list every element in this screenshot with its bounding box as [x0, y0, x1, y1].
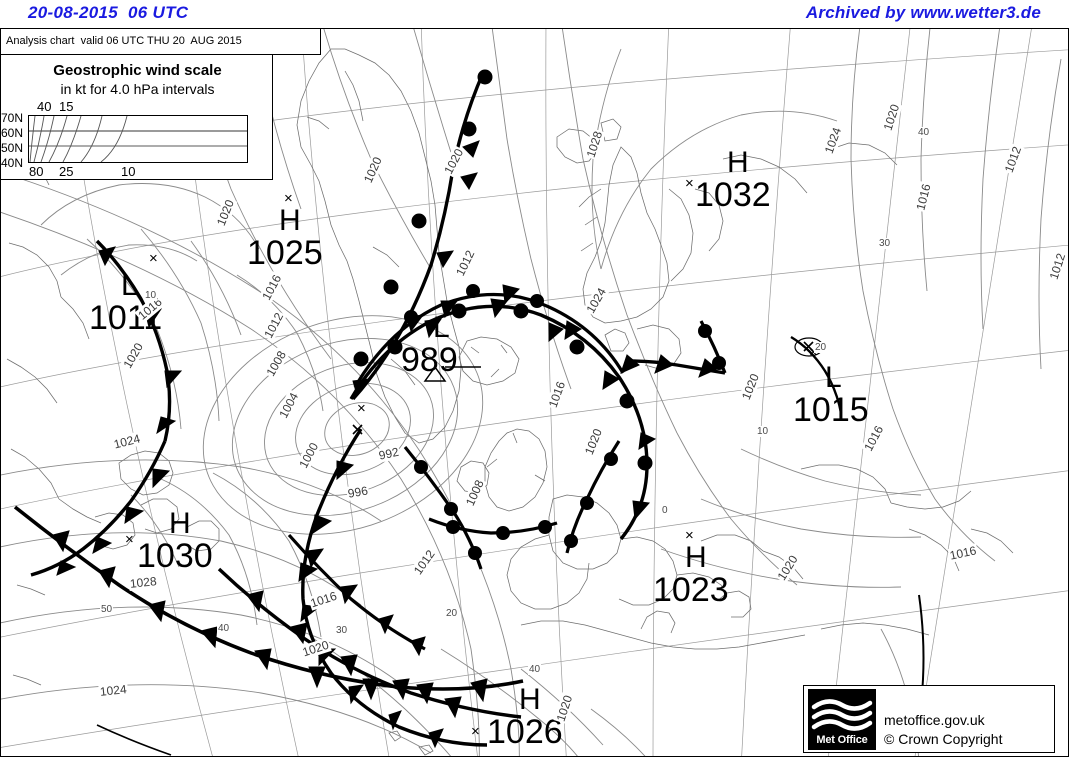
pressure-centre-value: 1030	[137, 537, 213, 575]
occluded-front-arc	[349, 298, 657, 541]
wind-scale-bottom-10: 10	[121, 164, 136, 179]
met-office-wordmark: Met Office	[816, 734, 868, 746]
trough-line-europe	[790, 335, 843, 414]
cold-front-azores	[13, 505, 524, 705]
wind-scale-lat-50n: 50N	[1, 141, 24, 155]
analysis-validity-box: Analysis chart valid 06 UTC THU 20 AUG 2…	[0, 28, 321, 55]
pressure-centre-letter: L	[825, 361, 842, 394]
wave-lines-icon	[811, 699, 873, 731]
met-office-logo-box: Met Office metoffice.gov.uk © Crown Copy…	[803, 685, 1055, 753]
graticule-degree-label: 50	[100, 604, 114, 615]
wind-scale-subtitle: in kt for 4.0 hPa intervals	[60, 81, 215, 97]
met-office-copyright: © Crown Copyright	[884, 731, 1003, 747]
graticule-degree-label: 20	[814, 342, 828, 353]
graticule-degree-label: 20	[445, 608, 459, 619]
cold-front-secondary	[287, 533, 426, 657]
surface-pressure-map-svg	[1, 29, 1068, 756]
pressure-centre-letter: H	[685, 541, 707, 574]
pressure-centre-value: 1025	[247, 234, 323, 272]
pressure-centre-letter: H	[169, 507, 191, 540]
graticule-degree-label: 40	[528, 664, 542, 675]
pressure-centre-value: 1023	[653, 571, 729, 609]
wind-scale-lat-70n: 70N	[1, 111, 24, 125]
isobar-label: 1024	[98, 682, 129, 699]
isobar-contours	[1, 29, 1062, 756]
cold-front-west-europe	[698, 320, 727, 374]
pressure-centre-cross-marker: ×	[685, 175, 694, 192]
low-centre-annotation	[423, 365, 481, 382]
met-office-logo-mark: Met Office	[808, 689, 876, 750]
met-office-website: metoffice.gov.uk	[884, 712, 985, 728]
pressure-centre-cross-marker: ×	[471, 723, 480, 740]
cold-front-biscay	[620, 354, 726, 378]
graticule-degree-label: 40	[917, 127, 931, 138]
wind-scale-lat-60n: 60N	[1, 126, 24, 140]
pressure-centre-cross-marker: ×	[125, 531, 134, 548]
graticule-degree-label: 10	[756, 426, 770, 437]
wind-scale-lat-40n: 40N	[1, 156, 24, 170]
cold-front-main	[298, 428, 488, 749]
pressure-centre-letter: H	[519, 683, 541, 716]
wind-scale-title: Geostrophic wind scale	[53, 62, 222, 79]
wind-scale-top-15: 15	[59, 99, 74, 114]
pressure-centre-value: 1032	[695, 176, 771, 214]
cold-front-atlantic	[217, 567, 522, 719]
pressure-centre-value: 1015	[793, 391, 869, 429]
warm-front-north-sea	[564, 440, 621, 554]
pressure-centre-cross-marker: ×	[149, 250, 158, 267]
graticule-degree-label: 10	[144, 290, 158, 301]
pressure-centre-cross-marker: ×	[284, 190, 293, 207]
graticule-degree-label: 30	[335, 625, 349, 636]
pressure-centre-cross-marker: ×	[685, 527, 694, 544]
warm-front-uk	[428, 517, 558, 540]
wind-scale-graph	[28, 115, 248, 163]
page-header: 20-08-2015 06 UTC Archived by www.wetter…	[0, 0, 1071, 28]
pressure-centre-cross-marker: ×	[809, 345, 818, 360]
isobar-label: 1028	[128, 574, 159, 591]
cold-front-greenland-south	[30, 440, 171, 577]
wind-scale-curves-svg	[29, 116, 247, 162]
archive-credit-label: Archived by www.wetter3.de	[805, 3, 1041, 22]
warm-front-europe	[403, 445, 483, 570]
pressure-centre-letter: L	[121, 269, 138, 302]
graticule-degree-label: 0	[661, 505, 669, 516]
trough-line-sw	[96, 724, 172, 756]
wind-scale-bottom-25: 25	[59, 164, 74, 179]
pressure-centre-letter: L	[433, 311, 450, 344]
wind-scale-bottom-80: 80	[29, 164, 44, 179]
wind-scale-top-40: 40	[37, 99, 52, 114]
occluded-front-west	[95, 239, 183, 442]
occluded-front-inner-arc	[353, 284, 625, 388]
pressure-centre-letter: H	[727, 146, 749, 179]
analysis-validity-text: Analysis chart valid 06 UTC THU 20 AUG 2…	[6, 35, 242, 47]
graticule-degree-label: 30	[878, 238, 892, 249]
pressure-centre-value: 989	[401, 341, 458, 379]
pressure-centre-letter: H	[279, 204, 301, 237]
chart-datetime-label: 20-08-2015 06 UTC	[28, 3, 189, 22]
geostrophic-wind-scale-box: Geostrophic wind scale in kt for 4.0 hPa…	[0, 55, 273, 180]
pressure-centre-cross-marker: ×	[357, 400, 366, 417]
graticule-degree-label: 40	[217, 623, 231, 634]
pressure-centre-value: 1026	[487, 713, 563, 751]
